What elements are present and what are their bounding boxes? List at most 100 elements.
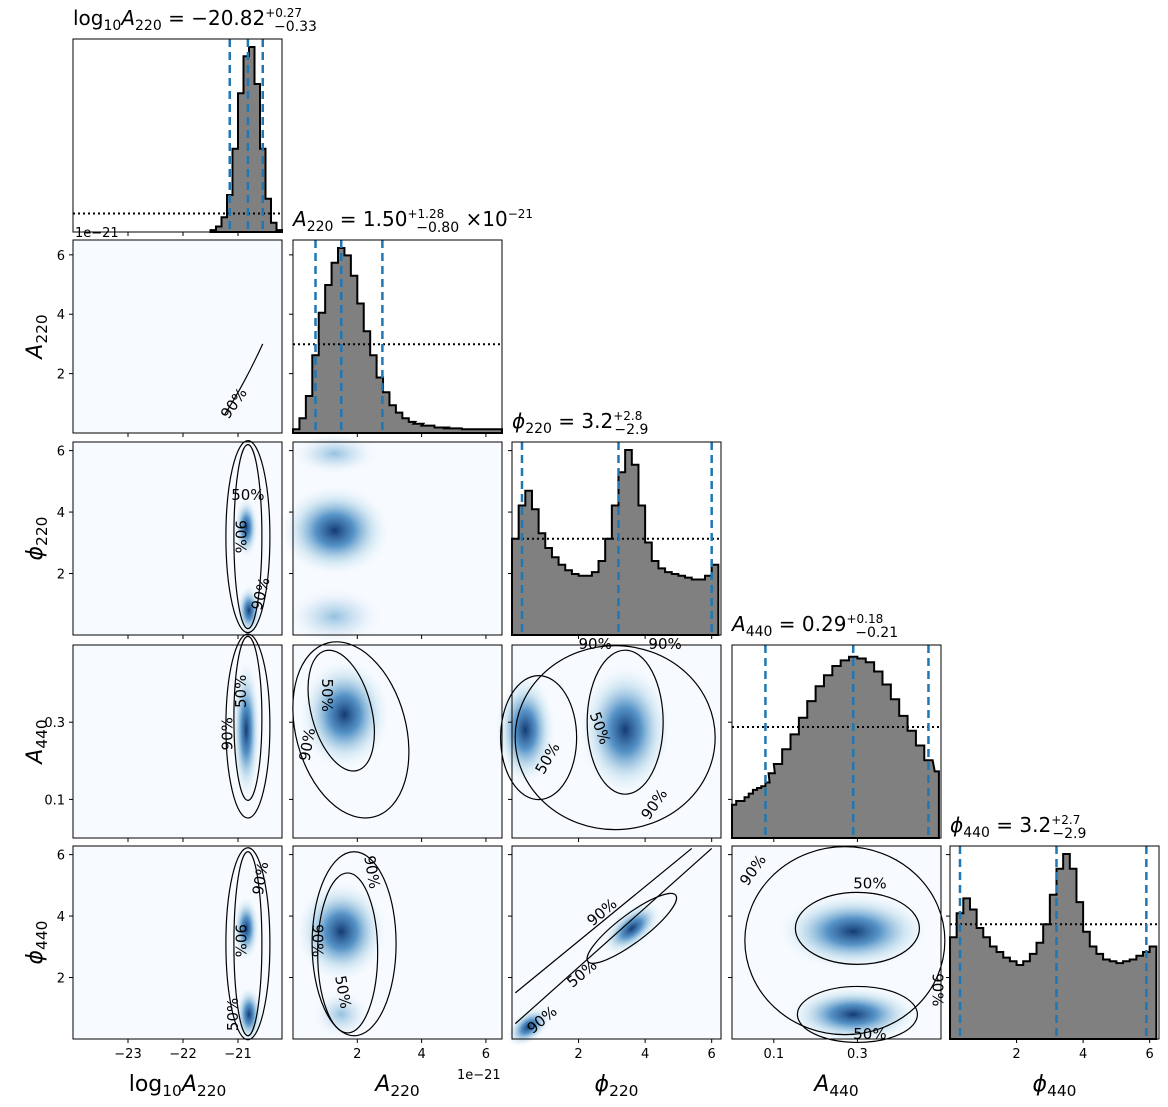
x-axis-label-A440: A440 (812, 1072, 858, 1100)
contour-label-4-0: 50% (224, 998, 242, 1031)
x-axis-label-A220: A220 (373, 1072, 419, 1100)
histogram-A220 (292, 247, 503, 434)
offset-text-A220-x: 1e−21 (457, 1068, 501, 1083)
contour-3-0-a (233, 635, 263, 801)
panel-frame-3-2 (511, 644, 722, 839)
histogram-log10A220 (209, 46, 283, 233)
contour-4-2-a (514, 848, 713, 1025)
histogram-phi220 (511, 449, 720, 636)
panel-frame-0-0 (72, 38, 283, 233)
panel-frame-4-0 (72, 845, 283, 1040)
title-phi220: ϕ220 = 3.2+2.8 −2.9 (512, 409, 648, 438)
x-tick-label-phi220: 6 (708, 1047, 716, 1062)
density-blob-3-0 (232, 659, 261, 800)
panel-frame-4-2 (511, 845, 722, 1040)
y-tick-label-A220: 2 (57, 368, 65, 383)
y-axis-label-phi220: ϕ220 (23, 517, 51, 561)
panel-bg-1-0 (73, 240, 282, 433)
y-tick-label-phi440: 4 (57, 910, 65, 925)
density-blob-4-3 (778, 893, 929, 970)
x-tick-label-phi440: 6 (1146, 1047, 1154, 1062)
contour-label-4-3: 50% (853, 874, 886, 892)
density-blob-2-1 (279, 485, 390, 576)
y-tick-label-phi440: 2 (57, 972, 65, 987)
y-axis-label-A220: A220 (23, 314, 51, 360)
y-tick-label-A440: 0.3 (44, 716, 65, 731)
y-axis-label-A440: A440 (23, 719, 51, 765)
contour-label-4-3: 90% (929, 973, 947, 1006)
panel-frame-4-1 (292, 845, 503, 1040)
contour-3-1-a (307, 649, 375, 772)
y-tick-label-phi220: 4 (57, 506, 65, 521)
contour-label-3-1: 90% (296, 727, 320, 763)
title-phi440: ϕ440 = 3.2+2.7 −2.9 (950, 813, 1086, 842)
histogram-A440 (731, 655, 940, 839)
title-A440: A440 = 0.29+0.18 −0.21 (730, 612, 898, 641)
contour-3-2-b (500, 675, 578, 801)
y-tick-label-phi220: 6 (57, 445, 65, 460)
contour-3-2-a (586, 649, 664, 795)
x-tick-label-A220: 6 (482, 1047, 490, 1062)
contour-3-1-b (292, 641, 410, 819)
y-tick-label-A440: 0.1 (44, 793, 65, 808)
contour-label-3-0: 50% (232, 675, 250, 708)
contour-4-0-a (233, 851, 263, 1037)
contour-4-3-a (794, 891, 921, 965)
panel-frame-3-0 (72, 644, 283, 839)
panel-frame-4-4 (949, 845, 1160, 1040)
x-tick-label-A220: 2 (353, 1047, 361, 1062)
x-tick-label-phi440: 4 (1079, 1047, 1087, 1062)
contour-label-4-1: 90% (360, 854, 384, 890)
x-axis-label-phi440: ϕ440 (1033, 1072, 1077, 1100)
density-blob-3-2 (495, 674, 556, 785)
density-blob-4-2 (602, 901, 662, 955)
contour-label-4-0: 90% (231, 924, 249, 957)
panel-frame-1-0 (72, 239, 283, 434)
contour-4-3-c (744, 846, 946, 1036)
panel-frame-3-1 (292, 644, 503, 839)
x-tick-label-log10A220: −23 (114, 1047, 141, 1062)
contour-label-2-0: 50% (231, 486, 264, 504)
density-blob-2-1 (284, 586, 385, 647)
contour-label-3-1: 50% (318, 679, 336, 712)
density-blob-4-1 (296, 881, 387, 982)
x-axis-label-log10A220: log10A220 (129, 1072, 227, 1100)
y-tick-label-A220: 6 (57, 249, 65, 264)
panel-frame-2-2 (511, 441, 722, 636)
density-blob-4-1 (311, 989, 372, 1040)
panel-frame-3-3 (731, 644, 942, 839)
x-tick-label-phi440: 2 (1012, 1047, 1020, 1062)
contour-label-2-0: 90% (231, 520, 249, 553)
contour-2-0-a (233, 444, 263, 630)
contour-label-4-1: 90% (308, 924, 326, 957)
contour-label-4-1: 50% (331, 974, 355, 1010)
title-log10A220: log10A220 = −20.82+0.27 −0.33 (73, 6, 317, 35)
contour-4-1-b (311, 851, 397, 1037)
panel-frame-2-1 (292, 441, 503, 636)
panel-frame-2-0 (72, 441, 283, 636)
contour-4-2-c (586, 892, 678, 964)
contour-label-4-0: 90% (249, 860, 273, 896)
contour-label-3-2: 90% (579, 635, 612, 653)
x-tick-label-log10A220: −22 (169, 1047, 196, 1062)
y-tick-label-phi220: 2 (57, 568, 65, 583)
x-tick-label-log10A220: −21 (224, 1047, 251, 1062)
density-blob-4-0 (233, 896, 260, 961)
y-tick-label-phi440: 6 (57, 849, 65, 864)
contour-label-4-3: 50% (853, 1025, 886, 1043)
density-blob-4-2 (507, 1006, 551, 1047)
contour-label-3-2: 90% (648, 635, 681, 653)
density-blob-2-1 (289, 431, 380, 476)
offset-text-A220-y: 1e−21 (75, 226, 119, 241)
x-axis-label-phi220: ϕ220 (595, 1072, 639, 1100)
contour-4-1-a (317, 872, 379, 1034)
density-blob-3-1 (299, 659, 390, 770)
contour-2-0-b (225, 440, 271, 634)
x-tick-label-A440: 0.3 (847, 1047, 868, 1062)
histogram-phi440 (949, 853, 1158, 1040)
contour-4-0-b (225, 847, 271, 1041)
contour-4-2-b (514, 847, 693, 994)
contour-label-3-0: 90% (219, 717, 237, 750)
title-A220: A220 = 1.50+1.28 −0.80 ×10−21 (291, 207, 533, 236)
